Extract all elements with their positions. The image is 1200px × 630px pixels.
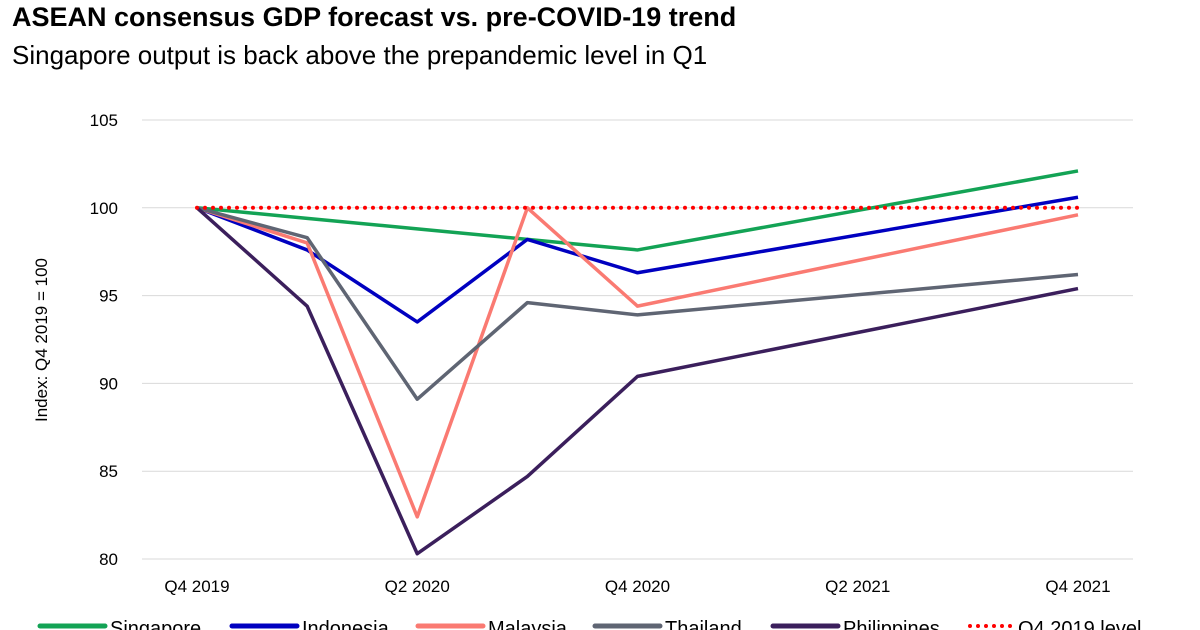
legend-label: Thailand [665, 618, 742, 630]
y-tick-label: 95 [99, 287, 118, 306]
legend-label: Q4 2019 level [1018, 618, 1141, 630]
x-tick-label: Q4 2019 [164, 577, 229, 596]
series-line-indonesia [196, 195, 1079, 324]
series-line-philippines [195, 206, 1079, 556]
y-tick-label: 90 [99, 374, 118, 393]
legend-label: Malaysia [488, 618, 568, 630]
x-tick-label: Q2 2021 [825, 577, 890, 596]
y-tick-label: 80 [99, 550, 118, 569]
y-axis-label: Index: Q4 2019 = 100 [32, 258, 51, 422]
y-tick-label: 85 [99, 462, 118, 481]
series-line-thailand [196, 206, 1079, 401]
series-line-singapore [196, 169, 1079, 252]
chart-subtitle: Singapore output is back above the prepa… [12, 40, 708, 70]
y-tick-label: 100 [90, 199, 118, 218]
x-tick-label: Q2 2020 [385, 577, 450, 596]
y-tick-label: 105 [90, 111, 118, 130]
chart-title: ASEAN consensus GDP forecast vs. pre-COV… [12, 2, 737, 32]
series-line-malaysia [196, 206, 1079, 519]
legend-label: Philippines [843, 618, 940, 630]
x-tick-label: Q4 2021 [1045, 577, 1110, 596]
legend-label: Indonesia [302, 618, 390, 630]
x-tick-label: Q4 2020 [605, 577, 670, 596]
legend-label: Singapore [110, 618, 201, 630]
